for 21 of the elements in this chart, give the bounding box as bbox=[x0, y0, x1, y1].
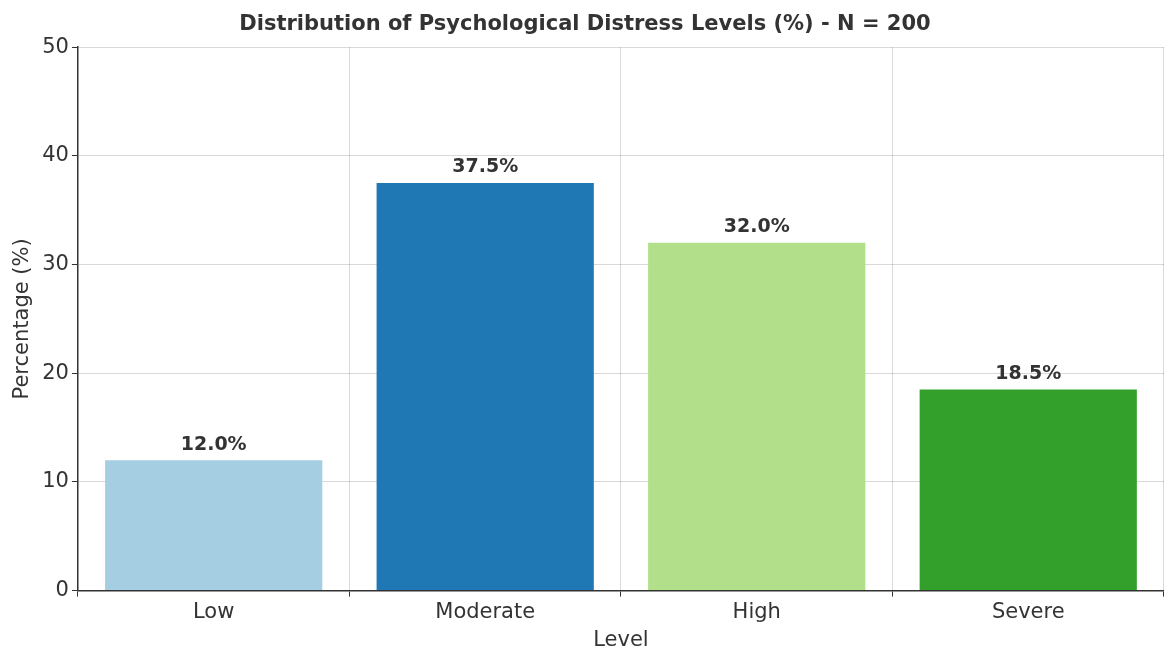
y-tick-label: 0 bbox=[55, 577, 69, 602]
x-axis-title: Level bbox=[593, 626, 649, 651]
y-axis-title: Percentage (%) bbox=[9, 238, 34, 400]
data-label: 32.0% bbox=[723, 214, 790, 237]
data-label: 12.0% bbox=[180, 431, 247, 454]
bar bbox=[919, 389, 1137, 591]
x-tick-label: High bbox=[732, 598, 781, 623]
y-tick-label: 20 bbox=[42, 359, 69, 384]
bar bbox=[648, 242, 866, 591]
bar bbox=[105, 460, 323, 591]
y-tick-label: 50 bbox=[42, 33, 69, 58]
y-tick-label: 30 bbox=[42, 251, 69, 276]
bar bbox=[376, 183, 594, 591]
y-tick-label: 40 bbox=[42, 142, 69, 167]
y-tick-label: 10 bbox=[42, 468, 69, 493]
x-tick-label: Moderate bbox=[435, 598, 536, 623]
x-tick-label: Severe bbox=[991, 598, 1065, 623]
x-tick-label: Low bbox=[193, 598, 235, 623]
data-label: 37.5% bbox=[452, 154, 519, 177]
chart-title: Distribution of Psychological Distress Levels (%) - N = 200 bbox=[239, 11, 931, 36]
data-label: 18.5% bbox=[995, 360, 1062, 383]
